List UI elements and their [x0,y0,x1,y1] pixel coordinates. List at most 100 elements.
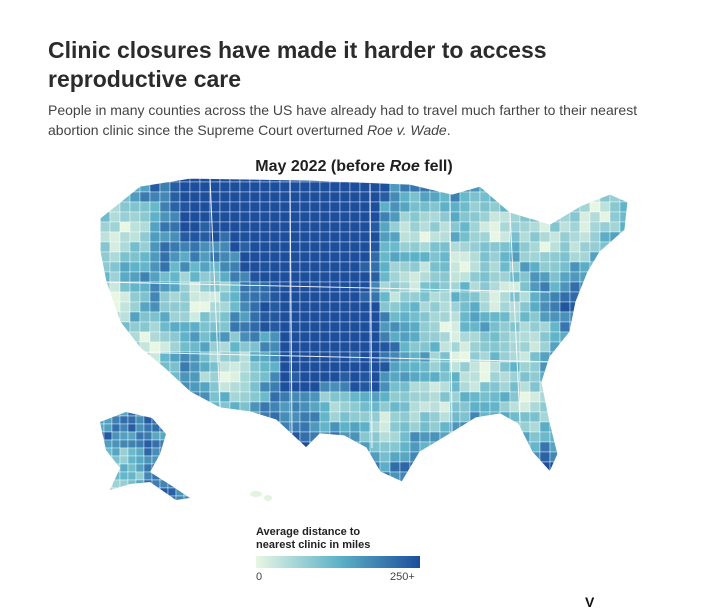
county-cell [529,341,541,353]
county-cell [239,321,251,333]
county-cell [599,451,611,463]
alaska-county-cell [127,479,137,489]
county-cell [279,371,291,383]
county-cell [419,321,431,333]
county-cell [249,211,261,223]
county-cell [269,191,281,203]
alaska-county-cell [192,440,200,448]
county-cell [100,211,101,223]
county-cell [100,401,111,413]
county-cell [569,461,581,473]
county-cell [459,201,471,213]
alaska-county-cell [167,439,177,449]
county-cell [119,301,131,313]
alaska-county-cell [151,487,161,497]
county-cell [409,361,421,373]
legend-title-line-2: nearest clinic in miles [256,539,371,551]
county-cell [359,291,371,303]
county-cell [349,331,361,343]
county-cell [379,341,391,353]
alaska-county-cell [175,439,185,449]
county-cell [279,271,291,283]
county-cell [389,351,401,363]
county-cell [449,211,461,223]
county-cell [379,361,391,373]
county-cell [129,371,141,383]
county-cell [279,481,291,482]
county-cell [139,178,151,183]
county-cell [319,451,331,463]
county-cell [100,178,101,183]
county-cell [489,361,501,373]
county-cell [389,221,401,233]
county-cell [229,221,241,233]
county-cell [249,221,261,233]
county-cell [549,181,561,193]
county-cell [619,271,628,283]
county-cell [409,331,421,343]
county-cell [359,361,371,373]
county-cell [329,271,341,283]
county-cell [259,331,271,343]
county-cell [289,211,301,223]
county-cell [479,421,491,433]
alaska-county-cell [135,487,145,497]
county-cell [419,391,431,403]
county-cell [139,381,151,393]
county-cell [309,391,321,403]
alaska-county-cell [127,447,137,457]
county-cell [469,201,481,213]
county-cell [399,361,411,373]
county-cell [319,331,331,343]
county-cell [319,251,331,263]
county-cell [159,271,171,283]
county-cell [529,271,541,283]
county-cell [599,251,611,263]
county-cell [409,211,421,223]
county-cell [509,261,521,273]
county-cell [429,421,441,433]
county-cell [389,231,401,243]
county-cell [559,191,571,203]
county-cell [479,461,491,473]
county-cell [409,391,421,403]
county-cell [109,221,121,233]
county-cell [169,371,181,383]
county-cell [489,251,501,263]
alaska-county-cell [183,487,190,497]
county-cell [279,341,291,353]
county-cell [409,178,421,183]
county-cell [599,411,611,423]
county-cell [329,471,341,482]
county-cell [100,391,101,403]
county-cell [139,261,151,273]
county-cell [599,371,611,383]
county-cell [489,451,501,463]
county-cell [349,421,361,433]
county-cell [229,211,241,223]
alaska-county-cell [111,423,121,433]
county-cell [439,301,451,313]
county-cell [459,221,471,233]
county-cell [349,481,361,482]
county-cell [409,191,421,203]
county-cell [179,401,191,413]
county-cell [559,391,571,403]
county-cell [459,231,471,243]
county-cell [249,381,261,393]
county-cell [529,181,541,193]
county-cell [619,351,628,363]
county-cell [379,461,391,473]
county-cell [389,391,401,403]
county-cell [409,421,421,433]
county-cell [419,471,431,482]
county-cell [599,311,611,323]
county-cell [249,401,261,413]
county-cell [630,442,640,452]
alaska-county-cell [159,479,169,489]
county-cell [379,411,391,423]
county-cell [249,441,261,453]
county-cell [119,311,131,323]
county-cell [100,201,101,213]
county-cell [459,321,471,333]
